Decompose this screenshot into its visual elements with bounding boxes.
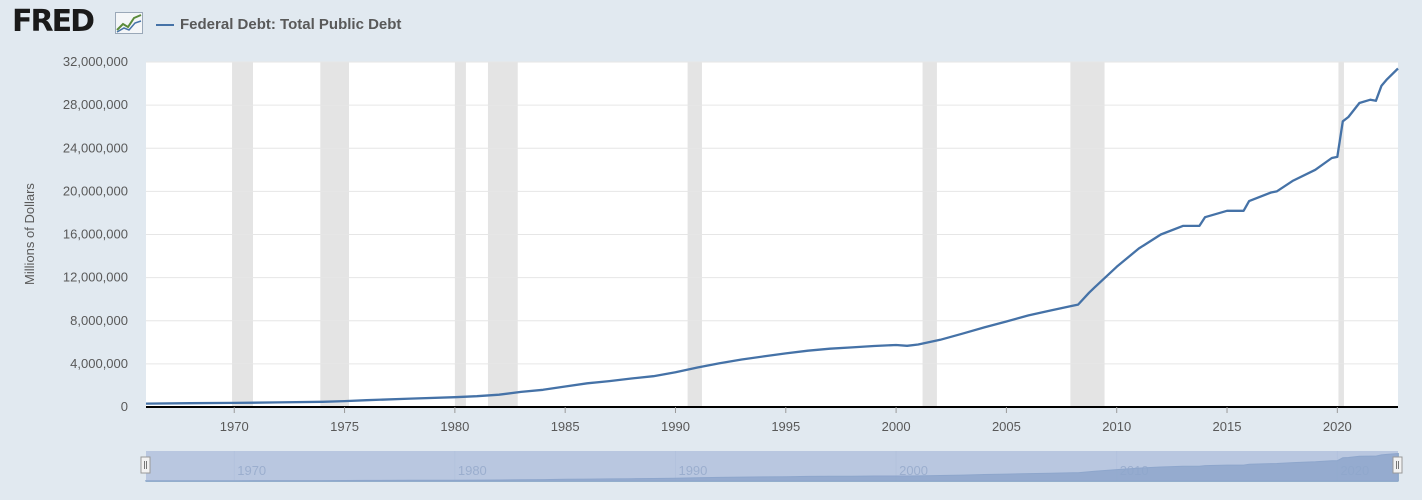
y-axis-ticks: 0 4,000,000 8,000,000 12,000,000 16,000,000 2… bbox=[63, 54, 128, 414]
y-tick-label: 0 bbox=[121, 399, 128, 414]
chart-header: FRED Federal Debt: Total Public Debt bbox=[0, 0, 1422, 50]
y-tick-label: 28,000,000 bbox=[63, 97, 128, 112]
navigator-selection[interactable] bbox=[146, 451, 1398, 481]
x-tick-label: 1975 bbox=[330, 419, 359, 434]
navigator-handle-right[interactable] bbox=[1392, 456, 1403, 474]
x-axis-ticks: 1970 1975 1980 1985 1990 1995 2000 2005 2010 2015… bbox=[220, 407, 1352, 434]
x-tick-label: 2010 bbox=[1102, 419, 1131, 434]
legend-swatch bbox=[156, 23, 174, 26]
x-tick-label: 1970 bbox=[220, 419, 249, 434]
x-tick-label: 1990 bbox=[661, 419, 690, 434]
x-tick-label: 2015 bbox=[1213, 419, 1242, 434]
line-chart-icon bbox=[115, 12, 143, 34]
y-tick-label: 24,000,000 bbox=[63, 140, 128, 155]
x-tick-label: 1980 bbox=[440, 419, 469, 434]
y-tick-label: 4,000,000 bbox=[70, 356, 128, 371]
y-tick-label: 32,000,000 bbox=[63, 54, 128, 69]
y-tick-label: 20,000,000 bbox=[63, 183, 128, 198]
navigator[interactable]: 197019801990200020102020 bbox=[140, 451, 1403, 482]
legend-label: Federal Debt: Total Public Debt bbox=[180, 16, 402, 33]
y-axis-label: Millions of Dollars bbox=[22, 183, 37, 285]
y-tick-label: 12,000,000 bbox=[63, 270, 128, 285]
gridlines bbox=[146, 61, 1398, 365]
fred-logo[interactable]: FRED bbox=[12, 4, 95, 39]
x-tick-label: 2005 bbox=[992, 419, 1021, 434]
x-tick-label: 2000 bbox=[882, 419, 911, 434]
legend[interactable]: Federal Debt: Total Public Debt bbox=[156, 16, 401, 33]
x-tick-label: 2020 bbox=[1323, 419, 1352, 434]
y-tick-label: 8,000,000 bbox=[70, 313, 128, 328]
x-tick-label: 1985 bbox=[551, 419, 580, 434]
series-line bbox=[145, 67, 1399, 405]
x-tick-label: 1995 bbox=[771, 419, 800, 434]
y-tick-label: 16,000,000 bbox=[63, 227, 128, 242]
navigator-handle-left[interactable] bbox=[140, 456, 151, 474]
